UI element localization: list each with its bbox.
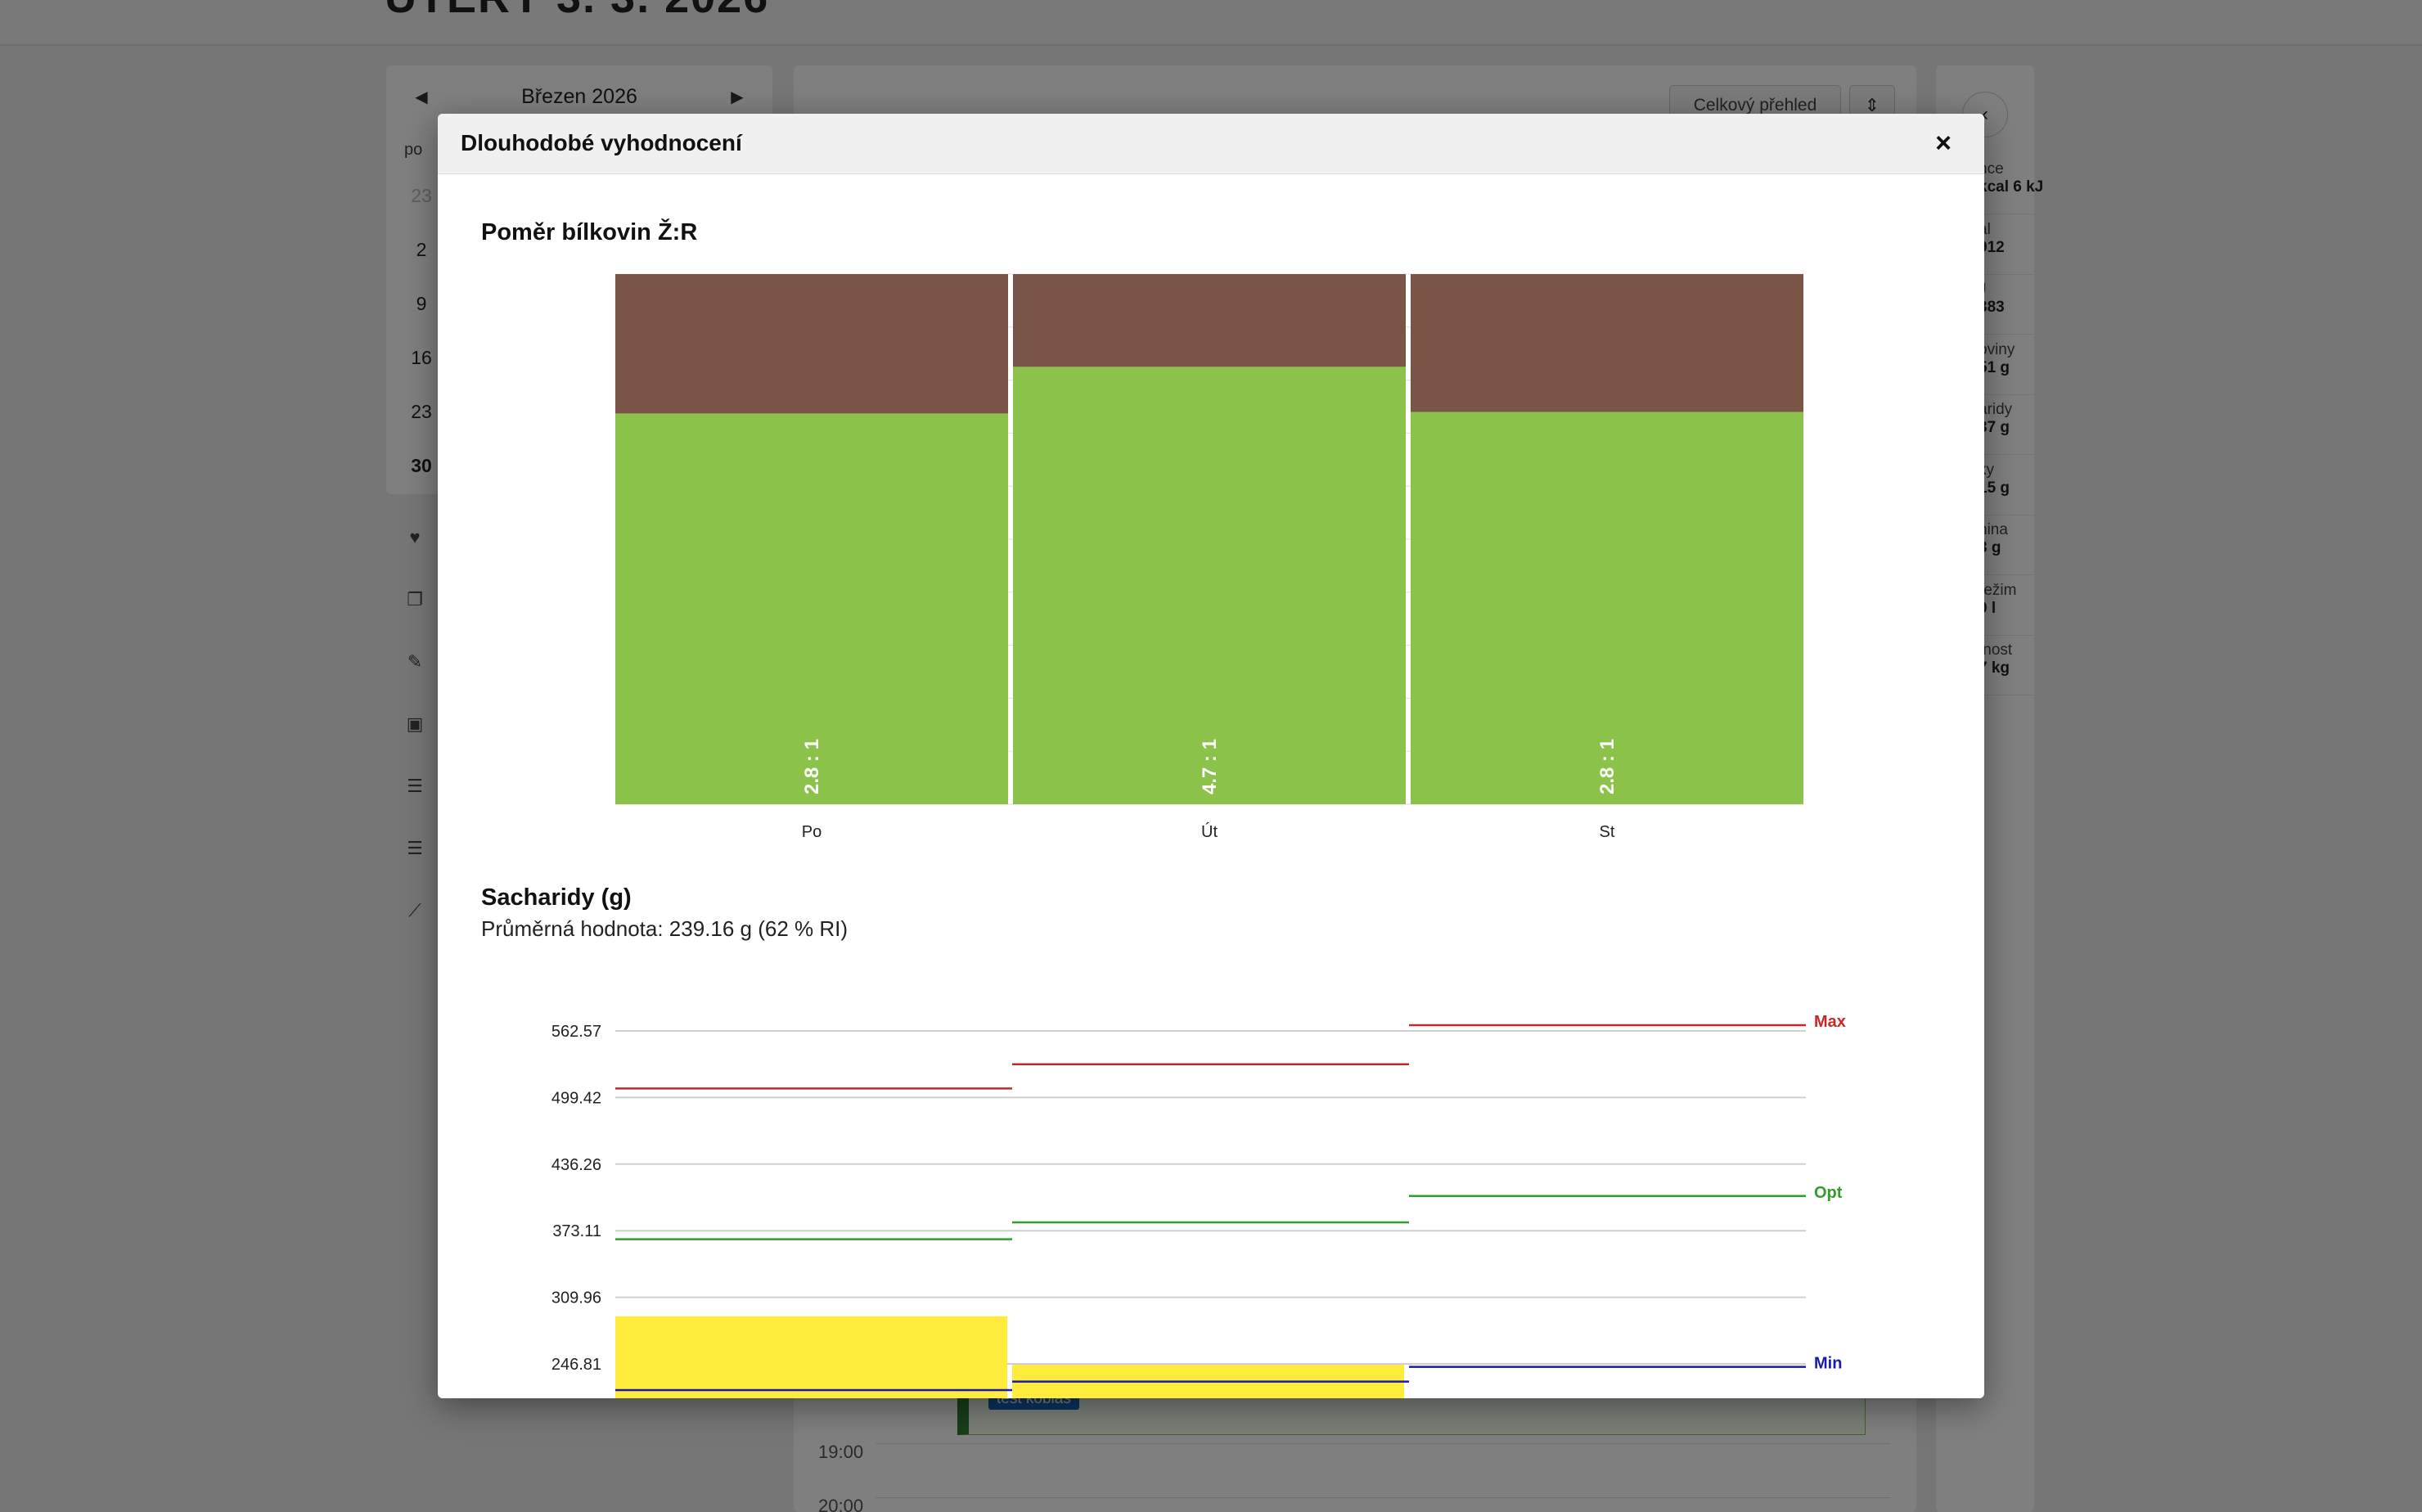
modal-header: Dlouhodobé vyhodnocení × xyxy=(438,114,1984,174)
ratio-bar-segment-brown xyxy=(1411,274,1803,412)
protein-ratio-title: Poměr bílkovin Ž:R xyxy=(481,219,698,245)
close-icon[interactable]: × xyxy=(1935,128,1952,159)
y-tick-label: 246.81 xyxy=(551,1356,601,1374)
reference-label: Max xyxy=(1814,1013,1846,1031)
x-tick-label: Po xyxy=(802,823,822,841)
x-tick-label: Út xyxy=(1201,822,1218,841)
carbs-chart: 562.57 499.42 436.26 373.11 309.96 246.81 Max O… xyxy=(551,1013,1846,1398)
y-tick-label: 562.57 xyxy=(551,1023,601,1041)
modal-title: Dlouhodobé vyhodnocení xyxy=(461,130,742,155)
y-tick-label: 499.42 xyxy=(551,1089,601,1107)
carbs-average: Průměrná hodnota: 239.16 g (62 % RI) xyxy=(481,916,849,941)
ratio-bar-segment-green xyxy=(1411,412,1803,804)
evaluation-modal: Dlouhodobé vyhodnocení × Poměr bílkovin … xyxy=(438,114,1984,1398)
ratio-label: 2.8 : 1 xyxy=(1596,739,1618,794)
ratio-bar-segment-green xyxy=(615,413,1008,804)
ratio-label: 2.8 : 1 xyxy=(801,739,823,794)
carb-bar xyxy=(615,1316,1007,1398)
y-tick-label: 373.11 xyxy=(552,1222,601,1240)
ratio-label: 4.7 : 1 xyxy=(1199,739,1221,794)
reference-label: Opt xyxy=(1814,1184,1843,1202)
modal-body: Poměr bílkovin Ž:R 2.8 : 1 Po 4.7 : 1 Út 2.8… xyxy=(438,175,1984,1398)
carbs-title: Sacharidy (g) xyxy=(481,884,632,911)
y-tick-label: 309.96 xyxy=(551,1289,601,1307)
protein-ratio-chart: 2.8 : 1 Po 4.7 : 1 Út 2.8 : 1 St xyxy=(615,273,1803,841)
reference-label: Min xyxy=(1814,1355,1842,1373)
ratio-bar-segment-brown xyxy=(615,274,1008,414)
ratio-bar-segment-brown xyxy=(1013,274,1406,367)
ratio-bar-segment-green xyxy=(1013,367,1406,804)
x-tick-label: St xyxy=(1600,823,1615,841)
y-tick-label: 436.26 xyxy=(551,1156,601,1174)
